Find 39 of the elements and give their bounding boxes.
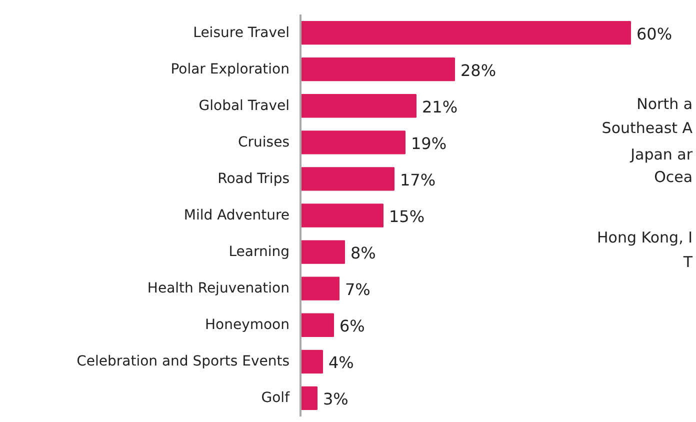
annotation: Hong Kong, I	[597, 228, 693, 246]
y-tick-label: Health Rejuvenation	[147, 280, 290, 297]
data-label: 28%	[460, 60, 496, 80]
y-tick-label: Road Trips	[218, 170, 290, 187]
y-tick-label: Golf	[261, 390, 291, 406]
y-tick-label: Leisure Travel	[193, 24, 290, 41]
data-label: 17%	[400, 170, 436, 190]
text: Japan ar	[630, 145, 694, 164]
bar	[300, 240, 345, 264]
bar	[300, 386, 318, 410]
data-label: 7%	[345, 280, 370, 300]
y-tick-label: Global Travel	[198, 98, 290, 114]
bar	[300, 204, 384, 228]
bar	[300, 350, 323, 374]
data-label: 4%	[328, 353, 354, 372]
data-label: 19%	[411, 134, 447, 153]
text: North a	[636, 95, 693, 114]
y-tick-label: Learning	[228, 244, 290, 260]
data-label: 6%	[340, 316, 365, 336]
annotation: Southeast A	[602, 118, 694, 137]
data-label: 60%	[636, 24, 672, 44]
bar	[300, 130, 406, 154]
bar	[300, 167, 394, 191]
bar	[300, 94, 416, 118]
data-label: 3%	[323, 390, 348, 409]
y-tick-label: Polar Exploration	[170, 61, 290, 78]
y-tick-label: Mild Adventure	[184, 208, 290, 224]
data-label: 15%	[389, 207, 425, 226]
bar	[300, 57, 455, 82]
text: Ocea	[654, 168, 693, 186]
y-tick-label: Cruises	[238, 134, 290, 150]
text: T	[682, 252, 694, 271]
y-tick-label: Honeymoon	[204, 317, 290, 334]
bar	[300, 313, 334, 337]
y-tick-label: Celebration and Sports Events	[76, 354, 290, 370]
bar	[300, 20, 631, 45]
data-label: 8%	[350, 244, 376, 263]
bar	[300, 276, 340, 300]
data-label: 21%	[422, 97, 458, 116]
